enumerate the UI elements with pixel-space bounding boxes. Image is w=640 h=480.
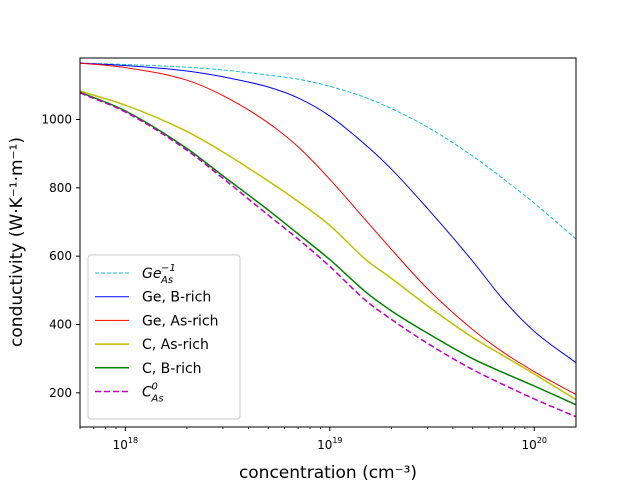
series-line-c-as-rich [79, 90, 577, 401]
series-line-ge-b-rich [79, 62, 577, 364]
legend-label: C0 As [142, 382, 164, 405]
series-line-c-b-rich [79, 91, 577, 406]
y-axis-ticks: 200 400 600 800 1000 [41, 113, 80, 400]
x-tick-label: 1018 [113, 436, 138, 452]
series-layer [79, 62, 577, 418]
legend-label: C, As-rich [142, 337, 209, 353]
legend-label: C, B-rich [142, 361, 202, 377]
legend-label: Ge, As-rich [142, 313, 219, 329]
y-tick-label: 400 [49, 318, 72, 332]
legend-box [87, 254, 241, 420]
legend-label: Ge−1 As [142, 263, 176, 286]
series-line-c-as-0 [79, 92, 577, 418]
x-axis-ticks: 1018 1019 1020 [79, 427, 547, 452]
y-tick-label: 200 [49, 386, 72, 400]
y-tick-label: 800 [49, 181, 72, 195]
legend-label: Ge, B-rich [142, 290, 211, 306]
series-line-ge-as-1 [79, 62, 577, 240]
x-axis-label: concentration (cm⁻³) [239, 463, 417, 480]
legend: Ge−1 As Ge, B-rich Ge, As-rich C, As-rich C, … [87, 254, 241, 420]
x-tick-label: 1020 [522, 436, 547, 452]
y-tick-label: 1000 [41, 113, 72, 127]
plot-frame [79, 57, 577, 428]
y-axis-label: conductivity (W·K⁻¹·m⁻¹) [7, 137, 27, 347]
series-line-ge-as-rich [79, 62, 577, 395]
x-tick-label: 1019 [317, 436, 342, 452]
y-tick-label: 600 [49, 249, 72, 263]
